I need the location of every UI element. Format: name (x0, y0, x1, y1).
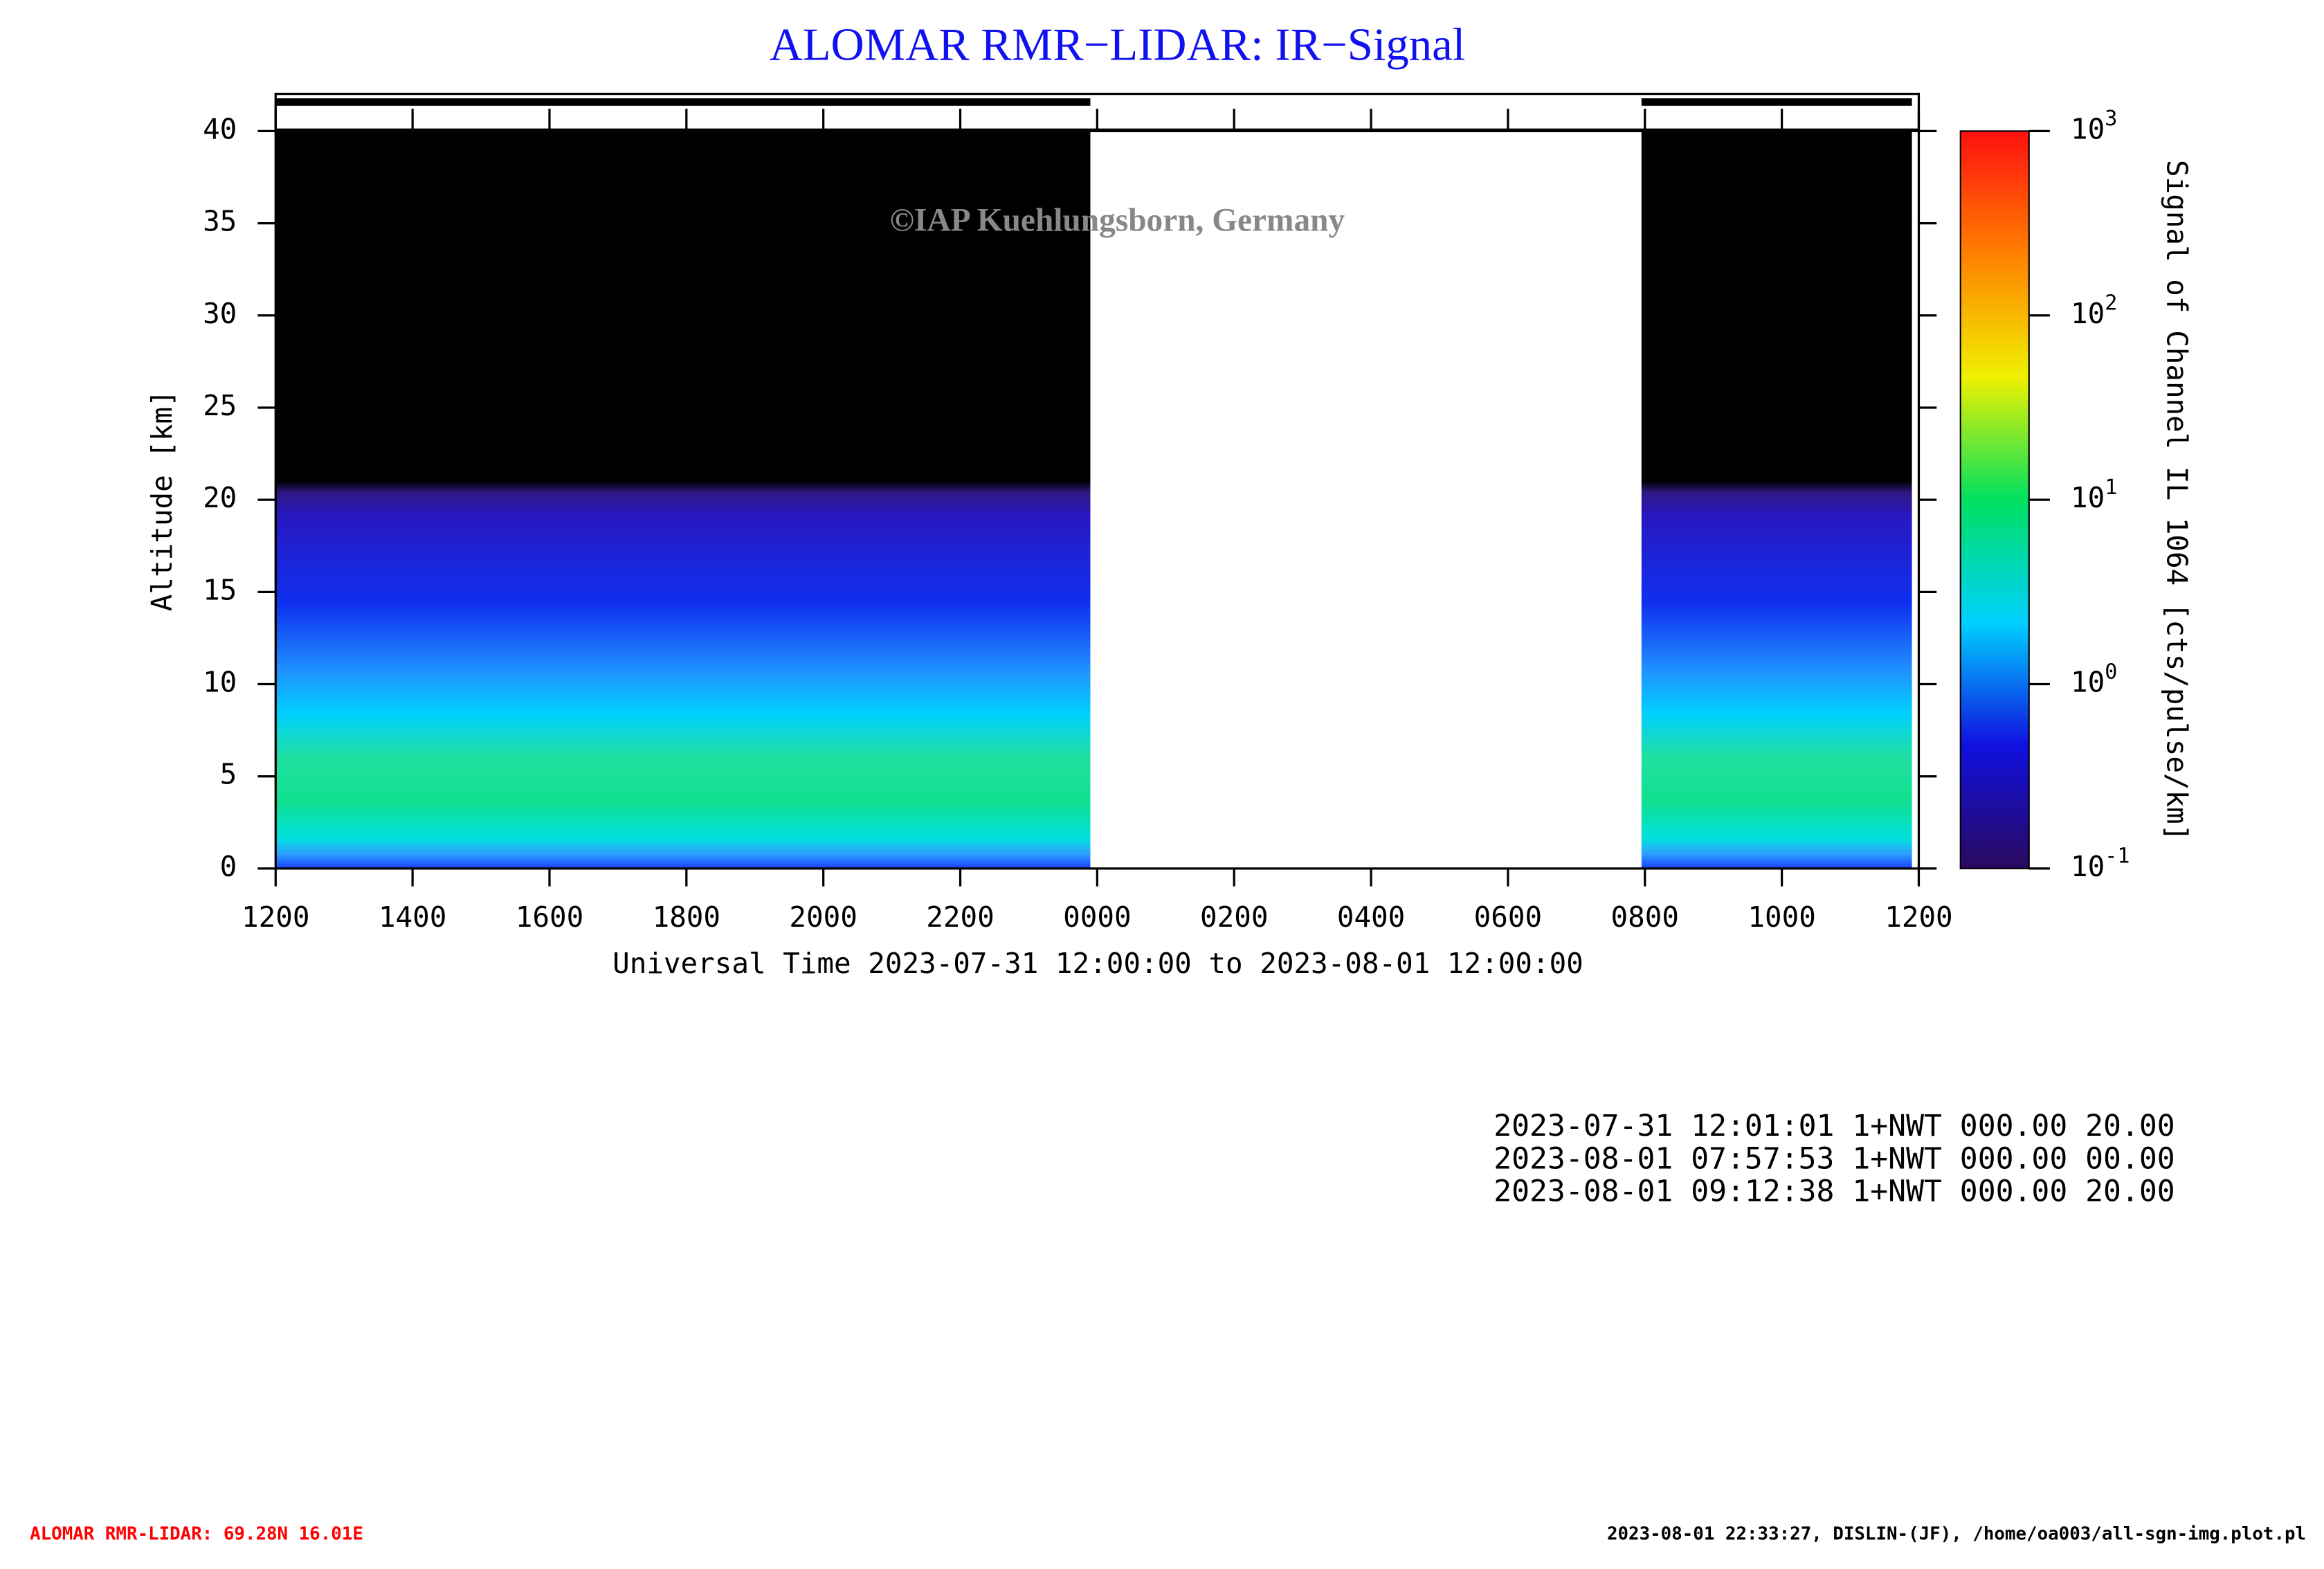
colorbar-tick-base: 10 (2071, 297, 2105, 330)
colorbar-tick-base: 10 (2071, 850, 2105, 883)
x-axis-label: Universal Time 2023-07-31 12:00:00 to 20… (612, 947, 1583, 980)
x-tick-label: 1200 (1885, 900, 1952, 934)
availability-bar (1641, 98, 1912, 106)
availability-bar (275, 98, 1091, 106)
x-tick-label: 0800 (1611, 900, 1679, 934)
x-tick-label: 1600 (516, 900, 583, 934)
x-tick-label: 0000 (1063, 900, 1131, 934)
x-tick-label: 0200 (1200, 900, 1268, 934)
colorbar-tick-exponent: -1 (2105, 844, 2130, 868)
colorbar-frame (1959, 130, 2030, 869)
x-tick-label: 2000 (789, 900, 857, 934)
info-line: 2023-08-01 09:12:38 1+NWT 000.00 20.00 (1494, 1175, 2175, 1209)
y-axis-label: Altitude [km] (145, 390, 179, 611)
watermark: ©IAP Kuehlungsborn, Germany (890, 203, 1345, 239)
colorbar-tick-exponent: 3 (2105, 107, 2117, 131)
y-tick-label: 20 (203, 481, 237, 514)
x-tick-label: 1400 (379, 900, 446, 934)
colorbar-label: Signal of Channel IL 1064 [cts/pulse/km] (2161, 160, 2194, 841)
data-segment (1641, 131, 1912, 869)
colorbar-tick-label: 101 (2071, 475, 2117, 514)
x-tick-label: 0600 (1474, 900, 1542, 934)
footer-left: ALOMAR RMR-LIDAR: 69.28N 16.01E (30, 1524, 363, 1545)
y-tick-label: 10 (203, 666, 237, 699)
y-tick-label: 25 (203, 389, 237, 422)
footer-right: 2023-08-01 22:33:27, DISLIN-(JF), /home/… (1607, 1524, 2306, 1545)
y-tick-label: 0 (220, 850, 237, 883)
data-segment (275, 131, 1091, 869)
y-tick-label: 15 (203, 573, 237, 606)
x-tick-label: 1200 (242, 900, 309, 934)
colorbar-tick-label: 103 (2071, 107, 2117, 146)
info-line: 2023-08-01 07:57:53 1+NWT 000.00 00.00 (1494, 1141, 2175, 1176)
x-tick-label: 1800 (653, 900, 720, 934)
colorbar-tick-label: 102 (2071, 291, 2117, 330)
colorbar-tick-label: 100 (2071, 660, 2117, 699)
colorbar-tick-base: 10 (2071, 112, 2105, 145)
colorbar-tick-base: 10 (2071, 666, 2105, 699)
x-tick-label: 1000 (1747, 900, 1815, 934)
x-tick-label: 2200 (926, 900, 994, 934)
colorbar-tick-exponent: 0 (2105, 660, 2117, 684)
y-tick-label: 30 (203, 297, 237, 330)
y-tick-label: 40 (203, 112, 237, 145)
colorbar-tick-exponent: 1 (2105, 475, 2117, 499)
colorbar (1960, 131, 2029, 869)
y-tick-label: 5 (220, 758, 237, 791)
colorbar-tick-exponent: 2 (2105, 291, 2117, 315)
colorbar-tick-base: 10 (2071, 481, 2105, 514)
info-line: 2023-07-31 12:01:01 1+NWT 000.00 20.00 (1494, 1109, 2175, 1143)
x-tick-label: 0400 (1337, 900, 1405, 934)
y-tick-label: 35 (203, 205, 237, 238)
chart-title: ALOMAR RMR−LIDAR: IR−Signal (770, 19, 1466, 70)
colorbar-tick-label: 10-1 (2071, 844, 2130, 883)
